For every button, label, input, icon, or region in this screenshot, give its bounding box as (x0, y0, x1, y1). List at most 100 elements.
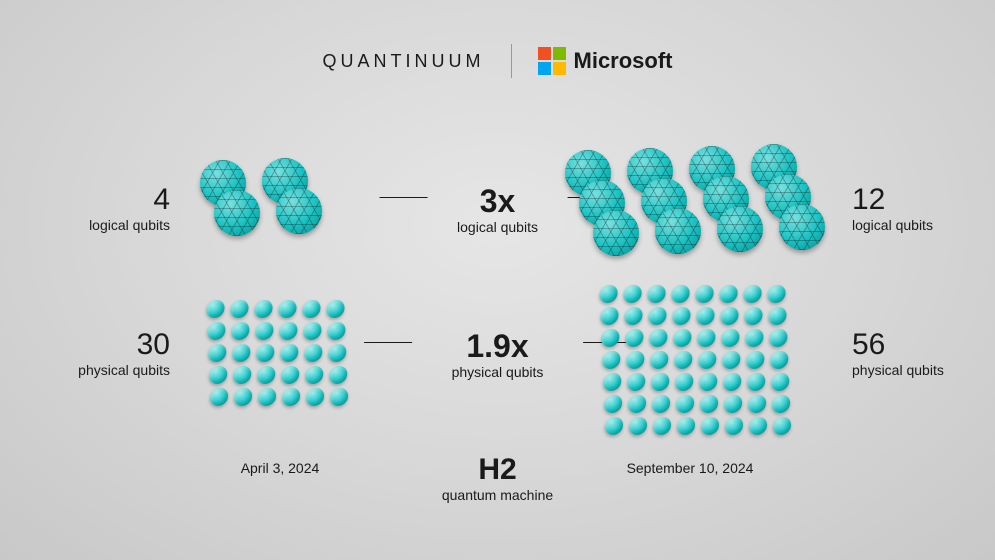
left-physical-label: physical qubits (60, 362, 170, 378)
center-physical-label: physical qubits (452, 364, 544, 380)
center-physical-value: 1.9x (452, 330, 544, 362)
physical-qubit-sphere (304, 366, 325, 384)
logical-qubit-sphere (593, 210, 639, 256)
physical-qubit-sphere (603, 395, 624, 413)
center-logical-stat: 3x logical qubits (457, 185, 538, 235)
left-physical-grid (192, 300, 361, 410)
physical-qubit-sphere (253, 300, 274, 318)
physical-qubit-sphere (255, 344, 276, 362)
physical-qubit-sphere (696, 329, 717, 347)
physical-qubit-sphere (622, 285, 643, 303)
physical-qubit-sphere (327, 344, 348, 362)
physical-qubit-sphere (697, 351, 718, 369)
center-physical-line-left (364, 342, 412, 343)
left-logical-stat: 4 logical qubits (60, 185, 170, 233)
physical-qubit-sphere (718, 285, 739, 303)
physical-qubit-sphere (599, 307, 620, 325)
physical-qubit-sphere (650, 373, 671, 391)
physical-qubit-sphere (302, 322, 323, 340)
physical-qubit-sphere (699, 395, 720, 413)
physical-qubit-sphere (698, 373, 719, 391)
logical-qubit-sphere (717, 206, 763, 252)
physical-qubit-sphere (674, 373, 695, 391)
physical-qubit-sphere (303, 344, 324, 362)
physical-qubit-sphere (747, 395, 768, 413)
logical-qubit-sphere (655, 208, 701, 254)
physical-qubit-sphere (229, 300, 250, 318)
physical-qubit-sphere (205, 300, 226, 318)
physical-qubit-sphere (671, 307, 692, 325)
header-divider (511, 44, 512, 78)
physical-qubit-sphere (256, 366, 277, 384)
quantinuum-logo-text: QUANTINUUM (323, 51, 485, 72)
physical-qubit-sphere (721, 351, 742, 369)
physical-qubit-sphere (723, 395, 744, 413)
left-logical-cluster (200, 160, 340, 260)
center-logical-label: logical qubits (457, 219, 538, 235)
physical-qubit-sphere (746, 373, 767, 391)
physical-qubit-sphere (598, 285, 619, 303)
physical-qubit-sphere (768, 329, 789, 347)
ms-square-yellow (553, 62, 566, 75)
physical-qubit-sphere (772, 417, 793, 435)
physical-qubit-sphere (627, 395, 648, 413)
left-date: April 3, 2024 (200, 460, 360, 476)
right-physical-value: 56 (852, 330, 962, 360)
physical-qubit-sphere (233, 388, 254, 406)
physical-qubit-sphere (305, 388, 326, 406)
physical-qubit-sphere (675, 395, 696, 413)
physical-qubit-sphere (748, 417, 769, 435)
ms-square-green (553, 47, 566, 60)
physical-qubit-sphere (673, 351, 694, 369)
right-physical-grid (579, 285, 811, 439)
physical-qubit-sphere (722, 373, 743, 391)
physical-qubit-sphere (231, 344, 252, 362)
machine-value: H2 (442, 455, 553, 485)
physical-qubit-sphere (766, 285, 787, 303)
center-physical-stat: 1.9x physical qubits (452, 330, 544, 380)
physical-qubit-sphere (326, 322, 347, 340)
physical-qubit-sphere (672, 329, 693, 347)
microsoft-logo-text: Microsoft (574, 48, 673, 74)
logical-qubit-sphere (779, 204, 825, 250)
physical-qubit-sphere (280, 366, 301, 384)
physical-qubit-sphere (649, 351, 670, 369)
machine-label: H2 quantum machine (442, 455, 553, 503)
right-logical-value: 12 (852, 185, 962, 215)
physical-qubit-sphere (652, 417, 673, 435)
right-logical-label: logical qubits (852, 217, 962, 233)
microsoft-logo-icon (538, 47, 566, 75)
physical-qubit-sphere (257, 388, 278, 406)
physical-qubit-sphere (742, 285, 763, 303)
physical-qubit-sphere (325, 300, 346, 318)
physical-qubit-sphere (767, 307, 788, 325)
left-physical-stat: 30 physical qubits (60, 330, 170, 378)
physical-qubit-sphere (769, 351, 790, 369)
logical-qubit-sphere (214, 190, 260, 236)
physical-qubit-sphere (694, 285, 715, 303)
left-logical-label: logical qubits (60, 217, 170, 233)
physical-qubit-sphere (207, 344, 228, 362)
right-physical-stat: 56 physical qubits (852, 330, 962, 378)
right-logical-cluster (565, 150, 825, 260)
ms-square-blue (538, 62, 551, 75)
ms-square-red (538, 47, 551, 60)
physical-qubit-sphere (206, 322, 227, 340)
left-physical-value: 30 (60, 330, 170, 360)
physical-qubit-sphere (329, 388, 350, 406)
physical-qubit-sphere (745, 351, 766, 369)
physical-qubit-sphere (209, 388, 230, 406)
header: QUANTINUUM Microsoft (0, 44, 995, 78)
physical-qubit-sphere (651, 395, 672, 413)
physical-qubit-sphere (604, 417, 625, 435)
physical-qubit-sphere (281, 388, 302, 406)
physical-qubit-sphere (254, 322, 275, 340)
microsoft-logo: Microsoft (538, 47, 673, 75)
physical-qubit-sphere (771, 395, 792, 413)
right-physical-label: physical qubits (852, 362, 962, 378)
right-date: September 10, 2024 (590, 460, 790, 476)
physical-qubit-sphere (278, 322, 299, 340)
physical-qubit-sphere (670, 285, 691, 303)
physical-qubit-sphere (624, 329, 645, 347)
physical-qubit-sphere (625, 351, 646, 369)
